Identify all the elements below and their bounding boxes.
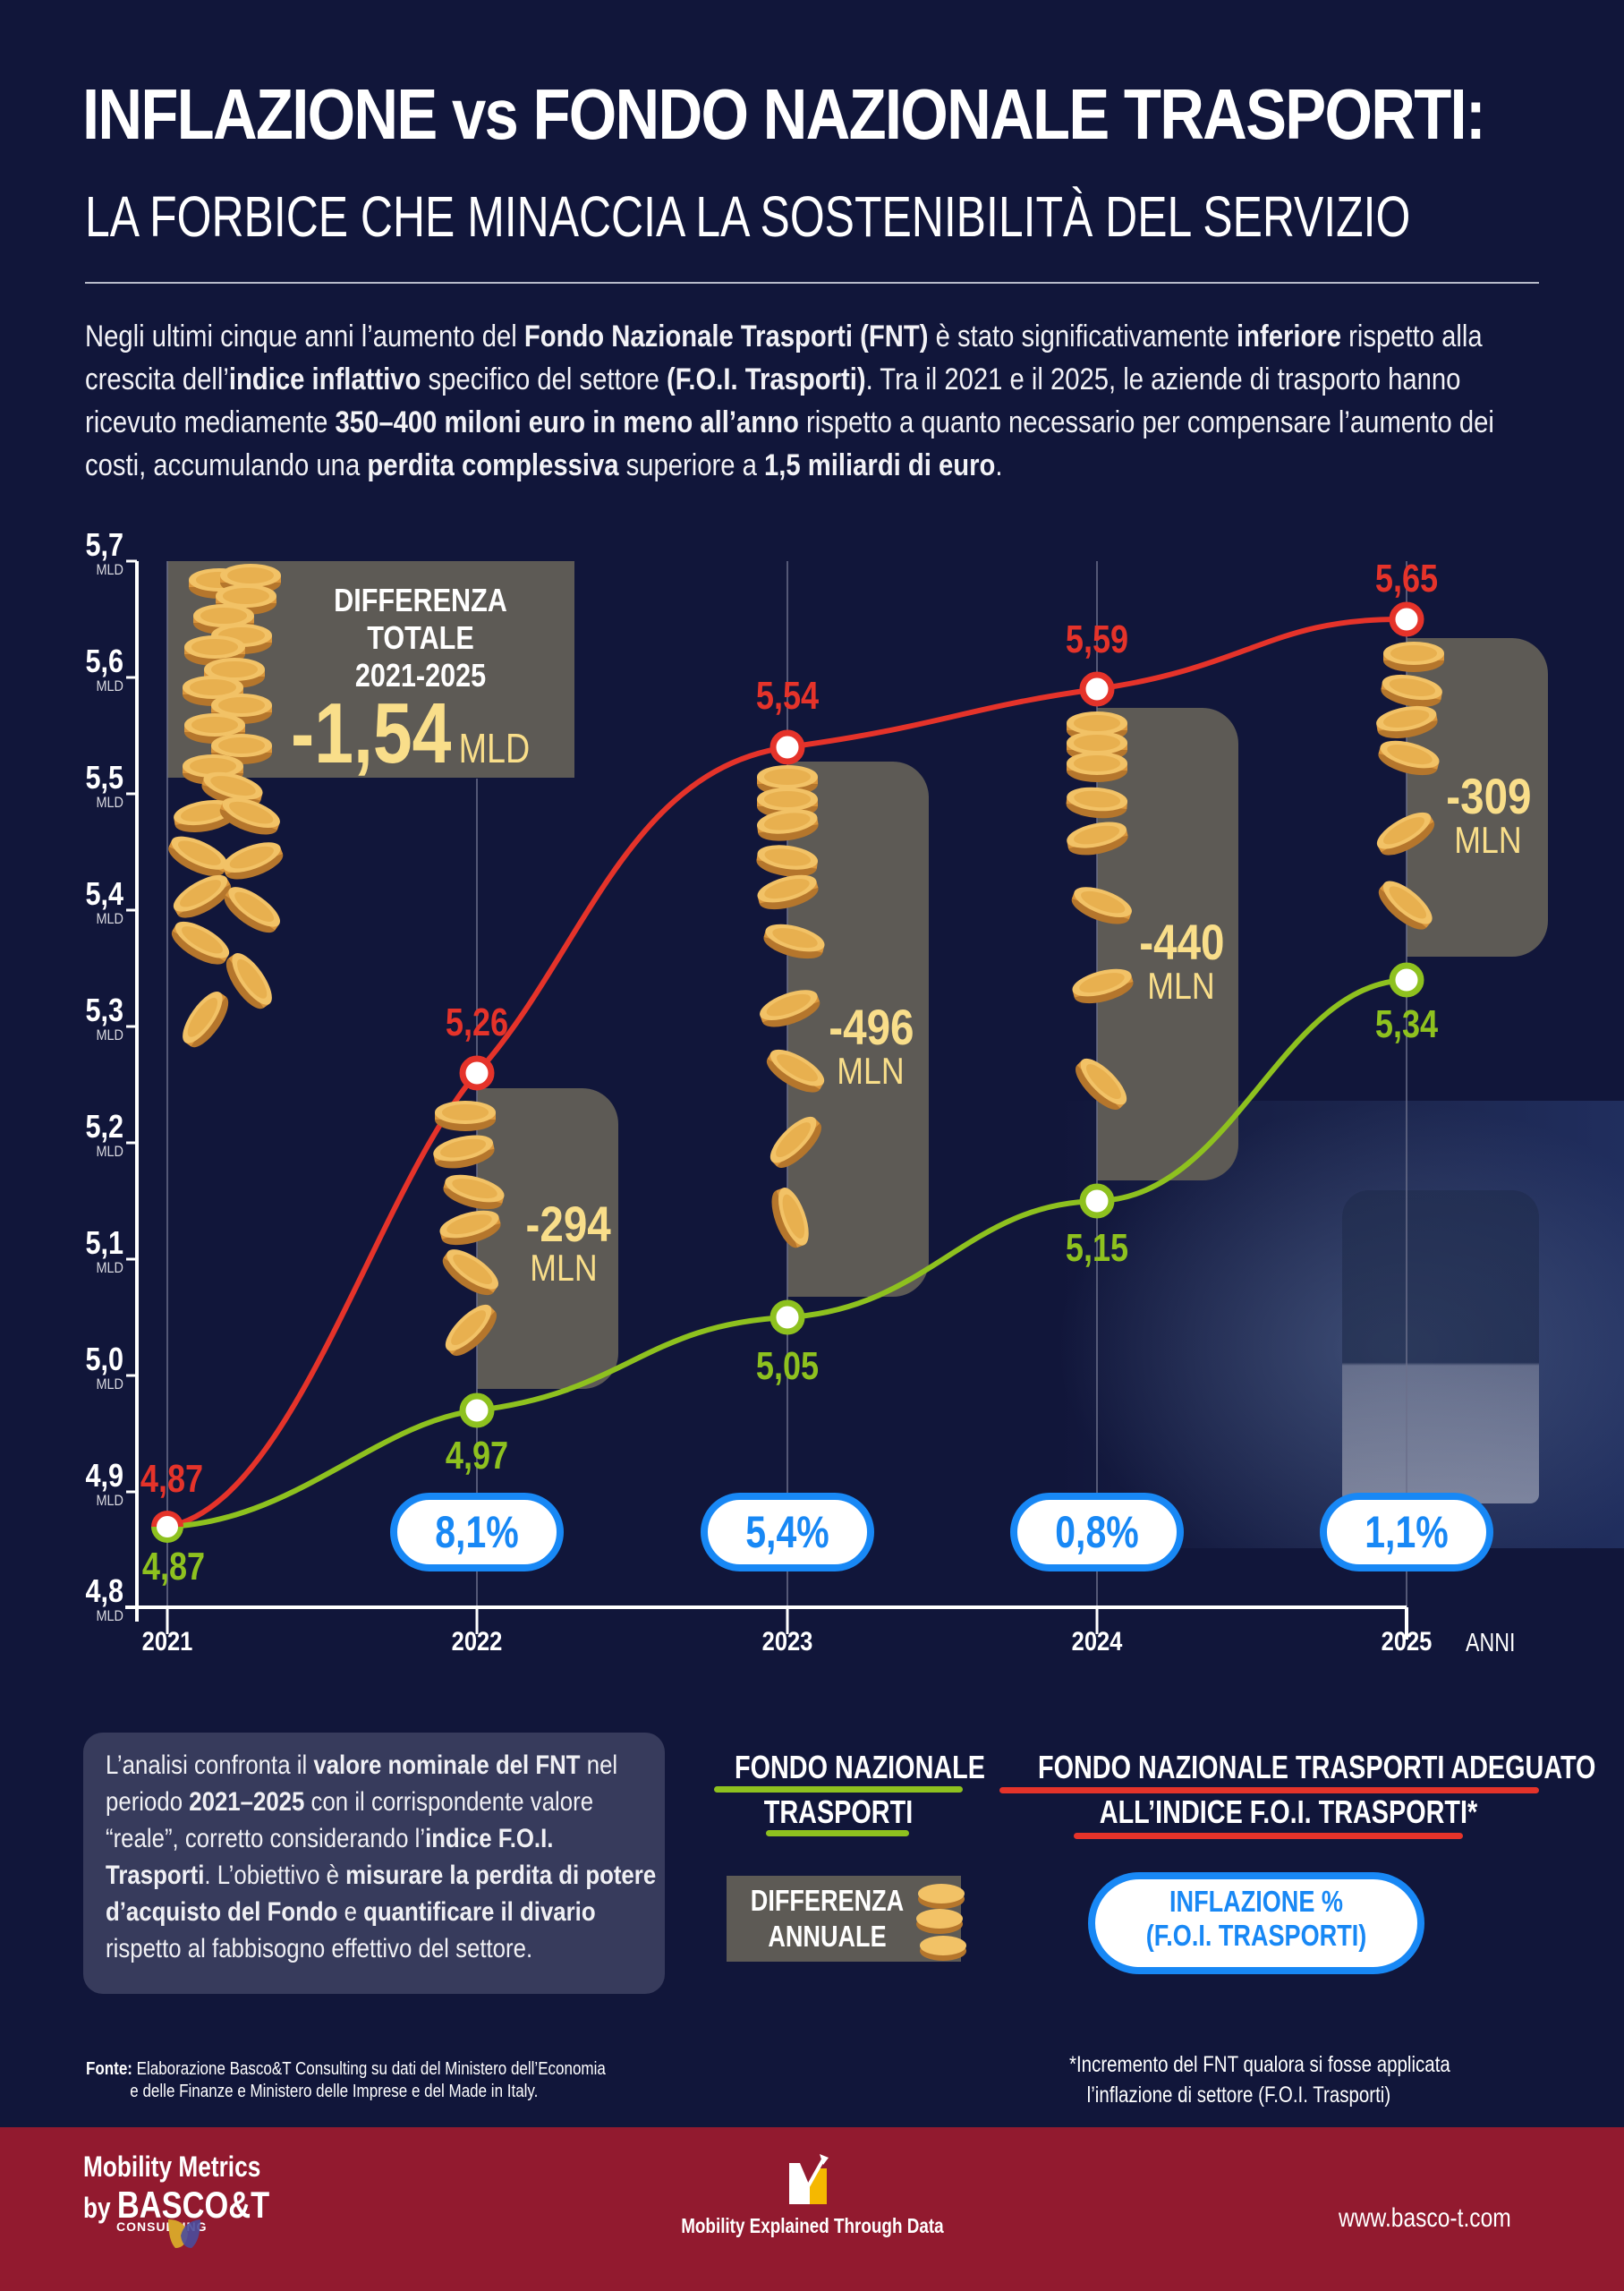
adjusted-value-2024: 5,59	[1065, 617, 1129, 661]
coins-2024-icon	[1064, 711, 1136, 1117]
bus-front-image	[1342, 1190, 1539, 1503]
x-label-2024: 2024	[1071, 1627, 1123, 1657]
footer-brand-logo: by BASCO&T	[83, 2184, 270, 2226]
intro-text: rispetto alla crescita dell’	[85, 319, 1483, 396]
annual-diff-box-2023	[787, 762, 929, 1297]
legend-inflation-pill	[1088, 1872, 1424, 1974]
annual-diff-2025: -309 MLN	[1446, 768, 1532, 861]
adjusted-value-2025: 5,65	[1374, 557, 1439, 600]
y-tick-5-6: 5,6 MLD	[85, 643, 123, 695]
legend-annual-diff-label: DIFFERENZA ANNUALE	[750, 1884, 905, 1953]
y-tick-4-9: 4,9 MLD	[85, 1457, 123, 1510]
footnote: *Incremento del FNT qualora si fosse app…	[1069, 2052, 1450, 2108]
legend-nominal-fund: FONDO NAZIONALE TRASPORTI	[735, 1749, 985, 1830]
annual-diff-2022: -294 MLN	[525, 1196, 611, 1289]
legend-adjusted-fund: FONDO NAZIONALE TRASPORTI ADEGUATO ALL’IN…	[1038, 1749, 1596, 1830]
legend-red-underline	[999, 1787, 1539, 1793]
inflation-badge-2024: 0,8%	[1010, 1493, 1184, 1571]
legend-red-underline	[1074, 1833, 1463, 1839]
x-label-2025: 2025	[1381, 1627, 1433, 1657]
legend-inflation-label: INFLAZIONE % (F.O.I. TRASPORTI)	[1145, 1885, 1367, 1952]
nominal-fund-line	[166, 977, 1407, 1529]
coins-2023-icon	[754, 765, 829, 1252]
chart-plot-area	[125, 559, 1445, 1639]
coins-stack-icon	[164, 564, 287, 1053]
x-axis-title: ANNI	[1466, 1629, 1516, 1657]
legend-green-underline	[766, 1830, 909, 1836]
adjusted-fund-line	[166, 616, 1407, 1529]
total-difference-title: DIFFERENZA TOTALE 2021-2025	[334, 582, 507, 694]
intro-text: superiore a	[618, 448, 765, 482]
coins-2022-icon	[430, 1101, 507, 1363]
inflation-badge-2022: 8,1%	[390, 1493, 564, 1571]
intro-text: .	[995, 448, 1003, 482]
x-label-2022: 2022	[451, 1627, 503, 1657]
inflation-badge-2023: 5,4%	[701, 1493, 874, 1571]
nominal-value-2021: 4,87	[141, 1545, 206, 1588]
methodology-note-text: L’analisi confronta il valore nominale d…	[106, 1750, 657, 1963]
intro-paragraph: Negli ultimi cinque anni l’aumento del F…	[85, 315, 1509, 487]
intro-text: specifico del settore	[421, 362, 667, 396]
y-tick-5-7: 5,7 MLD	[85, 526, 123, 579]
intro-bold: indice inflattivo	[228, 362, 421, 396]
intro-text: rispetto a quanto necessario per compens…	[85, 405, 1494, 482]
nominal-value-2025: 5,34	[1374, 1002, 1439, 1046]
intro-bold: inferiore	[1237, 319, 1342, 353]
footer-tagline: Mobility Explained Through Data	[680, 2214, 944, 2237]
y-tick-5-2: 5,2 MLD	[85, 1108, 123, 1161]
page-subtitle: LA FORBICE CHE MINACCIA LA SOSTENIBILITÀ…	[85, 184, 1411, 249]
annual-diff-box-2022	[477, 1088, 618, 1389]
chart-axes	[125, 559, 1408, 1639]
mobility-metrics-m-logo-icon	[789, 2154, 829, 2204]
intro-text: è stato significativamente	[928, 319, 1237, 353]
footer-bar	[0, 2127, 1624, 2291]
intro-bold: perdita complessiva	[367, 448, 619, 482]
intro-bold: 350–400 miloni euro in meno all’anno	[335, 405, 799, 439]
header-divider	[85, 282, 1539, 284]
page-title: INFLAZIONE vs FONDO NAZIONALE TRASPORTI:	[82, 74, 1486, 154]
nominal-value-2023: 5,05	[755, 1344, 820, 1388]
nominal-value-2024: 5,15	[1065, 1226, 1129, 1270]
x-label-2021: 2021	[141, 1627, 193, 1657]
source-citation: Fonte: Elaborazione Basco&T Consulting s…	[86, 2059, 606, 2101]
y-tick-5-5: 5,5 MLD	[85, 759, 123, 812]
footer-website-link[interactable]: www.basco-t.com	[1339, 2203, 1511, 2233]
inflation-badge-2025: 1,1%	[1320, 1493, 1493, 1571]
y-tick-5-1: 5,1 MLD	[85, 1224, 123, 1277]
y-tick-5-0: 5,0 MLD	[85, 1341, 123, 1393]
total-difference-value: -1,54 MLD	[291, 686, 531, 781]
intro-bold: (F.O.I. Trasporti)	[667, 362, 866, 396]
legend-coins-icon	[916, 1884, 966, 1961]
footer-brand-title: Mobility Metrics	[83, 2150, 261, 2183]
annual-diff-2024: -440 MLN	[1139, 914, 1225, 1007]
intro-bold: Fondo Nazionale Trasporti (FNT)	[523, 319, 929, 353]
methodology-note-box	[83, 1733, 665, 1994]
annual-diff-2023: -496 MLN	[829, 999, 914, 1092]
intro-text: . Tra il 2021 e il 2025, le aziende di t…	[85, 362, 1461, 439]
y-tick-4-8: 4,8 MLD	[85, 1572, 123, 1625]
adjusted-value-2023: 5,54	[755, 674, 820, 718]
y-tick-5-4: 5,4 MLD	[85, 875, 123, 928]
x-label-2023: 2023	[761, 1627, 813, 1657]
line-chart: 5,7 MLD 5,6 MLD 5,5 MLD 5,4 MLD 5,3 MLD 5,2 ML…	[85, 526, 1548, 1657]
basco-leaf-logo-icon	[168, 2219, 200, 2248]
intro-bold: 1,5 miliardi di euro	[764, 448, 996, 482]
nominal-value-2022: 4,97	[445, 1434, 509, 1478]
intro-text: Negli ultimi cinque anni l’aumento del	[85, 319, 524, 353]
adjusted-value-2022: 5,26	[445, 1001, 509, 1044]
adjusted-value-2021: 4,87	[140, 1457, 204, 1501]
y-tick-5-3: 5,3 MLD	[85, 992, 123, 1044]
coins-2025-icon	[1372, 642, 1445, 937]
data-markers	[151, 601, 1424, 1543]
legend-green-underline	[714, 1786, 963, 1793]
